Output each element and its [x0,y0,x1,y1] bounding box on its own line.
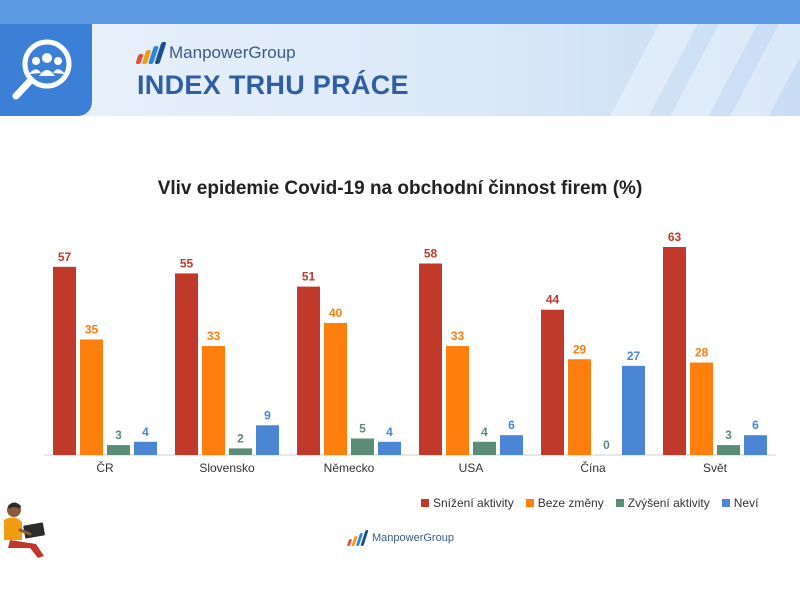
data-label: 55 [180,256,194,270]
data-label: 33 [207,329,221,343]
data-label: 6 [508,418,515,432]
data-label: 27 [627,349,641,363]
bar [663,247,686,455]
data-label: 28 [695,346,709,360]
footer-logo: ManpowerGroup [346,530,454,546]
data-label: 40 [329,306,343,320]
data-label: 51 [302,270,316,284]
legend-swatch [721,499,730,507]
bar [568,359,591,455]
data-label: 4 [386,425,393,439]
search-people-icon-tile [0,24,92,116]
search-people-icon [12,39,72,100]
legend-item-beze: Beze změny [525,496,604,510]
category-label: USA [459,461,484,475]
brand-name: ManpowerGroup [169,43,296,62]
legend-item-zvyseni: Zvýšení aktivity [615,496,710,510]
legend-label: Neví [733,496,759,510]
data-label: 57 [58,250,72,264]
category-label: Německo [324,461,375,475]
bar [107,445,130,455]
bar [324,322,347,455]
bar [419,263,442,455]
legend-swatch [615,499,624,507]
legend-swatch [525,499,534,507]
footer-brand-name: ManpowerGroup [372,532,454,544]
data-label: 58 [424,247,438,261]
bar [175,273,198,455]
category-label: Čína [580,460,606,475]
bar [378,441,401,455]
bar [541,309,564,455]
top-bar [0,0,800,24]
banner-title: INDEX TRHU PRÁCE [137,70,409,100]
person-laptop-illustration [4,502,45,558]
bar [717,445,740,455]
data-label: 6 [752,418,759,432]
bar [53,266,76,455]
legend-label: Snížení aktivity [433,496,514,510]
legend-label: Beze změny [537,496,604,510]
bar [229,448,252,455]
bar [500,435,523,455]
manpower-logo-icon [346,530,369,546]
bar [690,362,713,455]
data-label: 3 [725,428,732,442]
bar [473,441,496,455]
bar [351,438,374,455]
bar [134,441,157,455]
data-label: 0 [603,438,610,452]
data-label: 33 [451,329,465,343]
data-label: 3 [115,428,122,442]
legend-item-snizeni: Snížení aktivity [421,496,514,510]
chart-title: Vliv epidemie Covid-19 na obchodní činno… [157,178,643,199]
legend-item-nevi: Neví [721,496,759,510]
bar [744,435,767,455]
bar [622,365,645,455]
chart-legend: Snížení aktivity Beze změny Zvýšení akti… [421,496,758,510]
bar [446,346,469,455]
category-label: Svět [703,461,728,475]
category-label: Slovensko [199,461,255,475]
data-label: 44 [546,293,560,307]
data-label: 2 [237,431,244,445]
category-label: ČR [96,460,114,475]
header-banner [0,24,800,116]
brand-logo: ManpowerGroup [135,40,296,66]
data-label: 63 [668,230,682,244]
data-label: 4 [142,425,149,439]
data-label: 29 [573,342,587,356]
bar [297,286,320,455]
data-label: 4 [481,425,488,439]
legend-swatch [421,499,429,507]
data-label: 35 [85,322,99,336]
bar [80,339,103,455]
data-label: 9 [264,408,271,422]
bar [256,425,279,455]
data-label: 5 [359,421,366,435]
bar [202,346,225,455]
legend-label: Zvýšení aktivity [627,496,710,510]
